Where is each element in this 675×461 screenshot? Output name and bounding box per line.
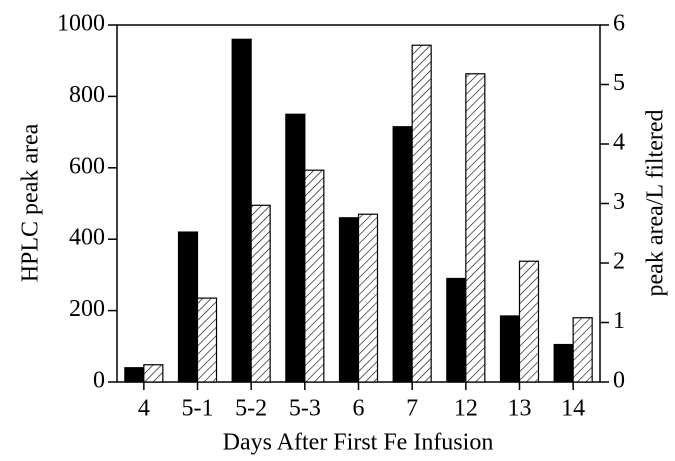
y2-tick-label: 4: [613, 130, 625, 156]
y2-tick-label: 1: [613, 308, 625, 334]
y2-axis-label: peak area/L filtered: [643, 110, 669, 297]
y2-tick-label: 5: [613, 70, 625, 96]
y-tick-label: 1000: [57, 11, 105, 37]
y2-tick-label: 2: [613, 249, 625, 275]
y-tick-label: 800: [69, 82, 105, 108]
bar: [124, 367, 145, 383]
y2-tick-label: 3: [613, 189, 625, 215]
x-tick-label: 5-2: [235, 396, 267, 422]
bar: [446, 277, 467, 383]
bar: [177, 231, 199, 383]
bar: [411, 44, 432, 383]
x-tick-label: 12: [454, 396, 478, 422]
x-axis-label: Days After First Fe Infusion: [223, 430, 494, 456]
y2-tick-label: 6: [613, 11, 625, 37]
bar: [196, 297, 218, 383]
x-tick-label: 7: [406, 396, 418, 422]
y-tick-label: 200: [69, 296, 105, 322]
bar: [304, 169, 325, 383]
x-tick-label: 4: [138, 396, 150, 422]
bar: [392, 126, 413, 383]
bar: [285, 113, 306, 383]
y-axis-label: HPLC peak area: [18, 123, 44, 282]
bar: [231, 38, 252, 383]
y2-tick-label: 0: [613, 368, 625, 394]
x-tick-label: 14: [561, 396, 585, 422]
x-tick-label: 5-3: [289, 396, 321, 422]
x-tick-label: 6: [353, 396, 365, 422]
bar: [572, 317, 593, 383]
bar: [357, 213, 379, 383]
x-tick-label: 13: [508, 396, 532, 422]
bar: [465, 73, 486, 383]
bar: [499, 315, 521, 383]
bar: [250, 204, 271, 383]
y-tick-label: 400: [69, 225, 105, 251]
bar: [143, 364, 164, 383]
bar: [338, 217, 360, 383]
bar: [553, 343, 574, 383]
y-tick-label: 600: [69, 153, 105, 179]
bar: [518, 260, 540, 383]
y-tick-label: 0: [93, 368, 105, 394]
x-tick-label: 5-1: [182, 396, 214, 422]
